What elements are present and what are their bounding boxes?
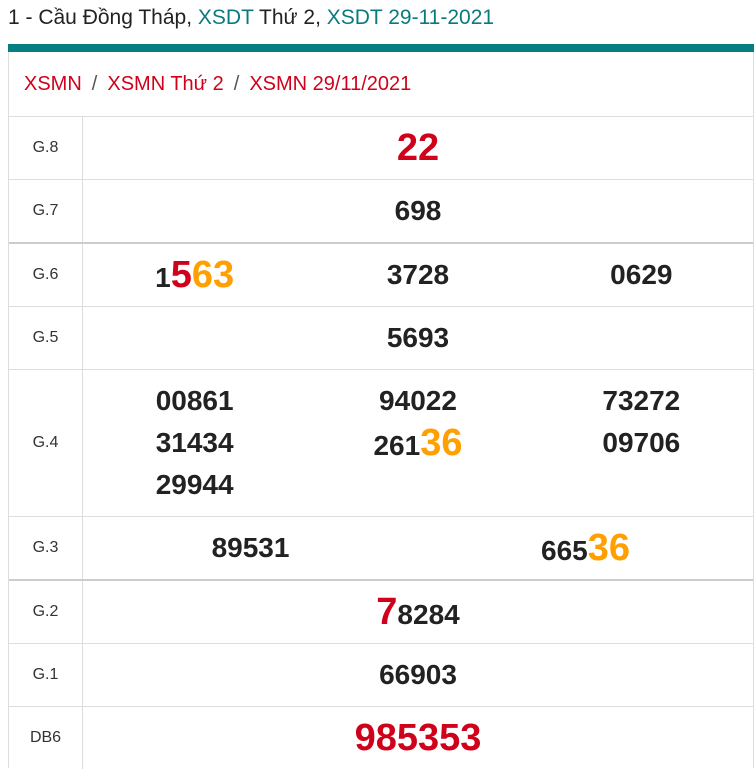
prize-number: 00861 — [83, 380, 306, 422]
digit-group: 7 — [376, 591, 397, 633]
prize-number: 78284 — [83, 591, 753, 633]
prize-numbers: 1563 3728 0629 — [83, 243, 754, 307]
prize-row: G.3 89531 66536 — [9, 517, 753, 581]
prize-label: DB6 — [9, 707, 83, 769]
prize-label: G.1 — [9, 644, 83, 707]
title-link[interactable]: XSDT — [198, 6, 254, 29]
prize-number: 985353 — [83, 717, 753, 759]
digit-group: 66903 — [379, 659, 457, 690]
digit-group: 22 — [397, 127, 439, 169]
digit-group: 985353 — [355, 717, 482, 759]
prize-number: 73272 — [530, 380, 753, 422]
prize-number: 22 — [83, 127, 753, 169]
prize-row: DB6 985353 — [9, 707, 753, 769]
prize-row: G.1 66903 — [9, 644, 753, 707]
digit-group: 29944 — [156, 469, 234, 500]
prize-row: G.7 698 — [9, 180, 753, 244]
breadcrumb: XSMN / XSMN Thứ 2 / XSMN 29/11/2021 — [9, 52, 753, 116]
digit-group: 00861 — [156, 385, 234, 416]
digit-group: 36 — [420, 422, 462, 464]
digit-group: 31434 — [156, 427, 234, 458]
digit-group: 36 — [588, 527, 630, 569]
results-box: XSMN / XSMN Thứ 2 / XSMN 29/11/2021 G.8 22 G.7… — [8, 52, 754, 768]
digit-group: 8284 — [397, 599, 459, 630]
digit-group: 5693 — [387, 322, 449, 353]
prize-number: 66536 — [418, 527, 753, 569]
breadcrumb-xsmn[interactable]: XSMN — [24, 73, 82, 95]
title-text: Thứ 2, — [254, 6, 327, 29]
digit-group: 1 — [155, 262, 171, 293]
prize-label: G.3 — [9, 517, 83, 581]
prize-numbers: 698 — [83, 180, 754, 244]
prize-numbers: 89531 66536 — [83, 517, 754, 581]
prize-row: G.5 5693 — [9, 307, 753, 370]
digit-group: 3728 — [387, 259, 449, 290]
digit-group: 261 — [373, 430, 420, 461]
accent-bar — [8, 44, 754, 52]
prize-label: G.7 — [9, 180, 83, 244]
prize-row: G.8 22 — [9, 117, 753, 180]
prize-label: G.6 — [9, 243, 83, 307]
breadcrumb-xsmn-date[interactable]: XSMN 29/11/2021 — [249, 73, 411, 95]
breadcrumb-xsmn-thu2[interactable]: XSMN Thứ 2 — [107, 73, 223, 95]
prize-number: 09706 — [530, 422, 753, 464]
title-text: 1 - Cầu Đồng Tháp, — [8, 6, 198, 29]
page-title: 1 - Cầu Đồng Tháp, XSDT Thứ 2, XSDT 29-1… — [8, 6, 494, 30]
prize-number: 31434 — [83, 422, 306, 464]
digit-group: 698 — [395, 195, 442, 226]
prize-number: 29944 — [83, 464, 306, 506]
digit-group: 89531 — [212, 532, 290, 563]
breadcrumb-separator: / — [234, 73, 240, 95]
prize-label: G.5 — [9, 307, 83, 370]
prize-numbers: 66903 — [83, 644, 754, 707]
digit-group: 09706 — [602, 427, 680, 458]
prize-numbers: 5693 — [83, 307, 754, 370]
prize-number: 94022 — [306, 380, 529, 422]
digit-group: 94022 — [379, 385, 457, 416]
breadcrumb-separator: / — [92, 73, 98, 95]
digit-group: 0629 — [610, 259, 672, 290]
prize-number: 26136 — [306, 422, 529, 464]
digit-group: 665 — [541, 535, 588, 566]
digit-group: 5 — [171, 254, 192, 296]
title-link[interactable]: XSDT 29-11-2021 — [327, 6, 494, 29]
prize-number: 0629 — [530, 254, 753, 296]
prize-number: 5693 — [83, 317, 753, 359]
prize-numbers: 985353 — [83, 707, 754, 769]
digit-group: 63 — [192, 254, 234, 296]
prize-label: G.2 — [9, 580, 83, 644]
prize-numbers: 22 — [83, 117, 754, 180]
prize-number: 89531 — [83, 527, 418, 569]
prize-numbers: 00861 94022 73272 31434 26136 09706 29944 — [83, 370, 754, 517]
prize-row: G.4 00861 94022 73272 31434 26136 09706 29944 — [9, 370, 753, 517]
prize-number: 66903 — [83, 654, 753, 696]
prize-number: 698 — [83, 190, 753, 232]
prize-numbers: 78284 — [83, 580, 754, 644]
prize-label: G.8 — [9, 117, 83, 180]
prize-number: 1563 — [83, 254, 306, 296]
prize-label: G.4 — [9, 370, 83, 517]
prize-number: 3728 — [306, 254, 529, 296]
digit-group: 73272 — [602, 385, 680, 416]
